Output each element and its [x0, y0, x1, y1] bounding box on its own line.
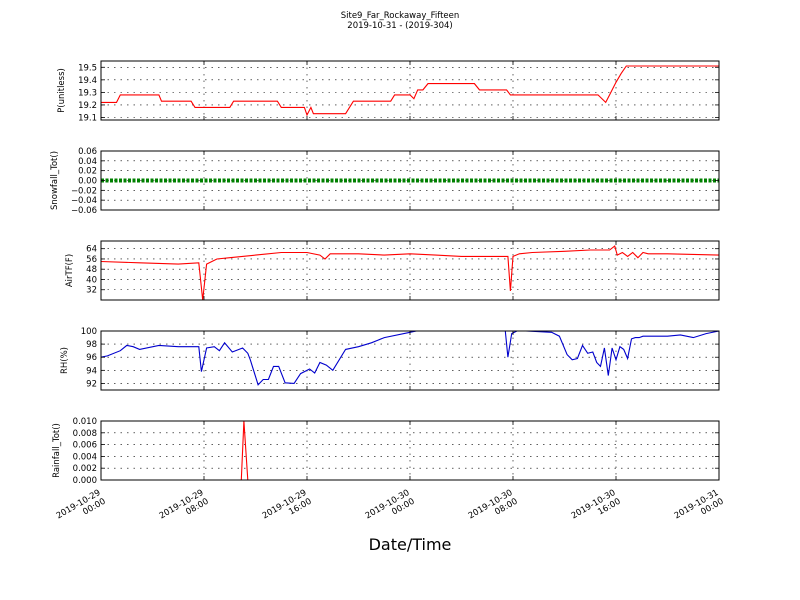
xtick-label: 2019-10-2900:00: [55, 488, 108, 530]
ytick-label: 56: [86, 255, 97, 265]
ytick-label: 19.1: [78, 113, 97, 123]
ytick-label: 0.000: [73, 476, 97, 486]
panel-frame: [100, 60, 720, 121]
xtick-label: 2019-10-2916:00: [261, 488, 314, 530]
y-axis-label: Snowfall_Tot(): [50, 151, 60, 210]
xtick-label: 2019-10-3100:00: [673, 488, 726, 530]
ytick-label: 0.06: [78, 147, 97, 157]
x-axis-label: Date/Time: [369, 535, 452, 554]
ytick-label: 98: [86, 340, 97, 350]
y-axis-label: RH(%): [60, 347, 70, 374]
ytick-label: −0.02: [71, 186, 97, 196]
panel-frame: [100, 240, 720, 301]
chart-subtitle: 2019-10-31 - (2019-304): [347, 21, 453, 31]
y-axis-label: P(unitless): [57, 68, 67, 113]
ytick-label: 40: [86, 275, 97, 285]
xtick-label: 2019-10-3008:00: [467, 488, 520, 530]
ytick-label: 19.2: [78, 101, 97, 111]
ytick-label: 0.04: [78, 157, 97, 167]
ytick-label: 100: [81, 327, 97, 337]
ytick-label: 96: [86, 353, 97, 363]
ytick-label: 0.010: [73, 417, 97, 427]
ytick-label: 0.02: [78, 167, 97, 177]
xtick-label: 2019-10-3016:00: [570, 488, 623, 530]
ytick-label: 94: [86, 366, 97, 376]
xtick-label: 2019-10-3000:00: [364, 488, 417, 530]
y-axis-label: Rainfall_Tot(): [52, 423, 62, 478]
panel-frame: [100, 330, 720, 391]
chart-title: Site9_Far_Rockaway_Fifteen: [340, 11, 460, 21]
ytick-label: 92: [86, 379, 97, 389]
series-line: [100, 330, 720, 386]
ytick-label: 32: [86, 286, 97, 296]
panel-frame: [100, 420, 720, 481]
y-axis-label: AirTF(F): [65, 254, 75, 287]
ytick-label: 0.004: [73, 452, 97, 462]
ytick-label: −0.06: [71, 206, 97, 216]
ytick-label: 19.3: [78, 88, 97, 98]
ytick-label: −0.04: [71, 196, 97, 206]
ytick-label: 19.4: [78, 76, 97, 86]
series-line: [101, 420, 719, 481]
xtick-label: 2019-10-2908:00: [158, 488, 211, 530]
ytick-label: 64: [86, 245, 97, 255]
series-line: [101, 65, 719, 117]
ytick-label: 0.00: [78, 177, 97, 187]
ytick-label: 0.006: [73, 441, 97, 451]
ytick-label: 48: [86, 265, 97, 275]
series-line: [100, 245, 720, 301]
ytick-label: 0.002: [73, 464, 97, 474]
ytick-label: 0.008: [73, 429, 97, 439]
ytick-label: 19.5: [78, 63, 97, 73]
